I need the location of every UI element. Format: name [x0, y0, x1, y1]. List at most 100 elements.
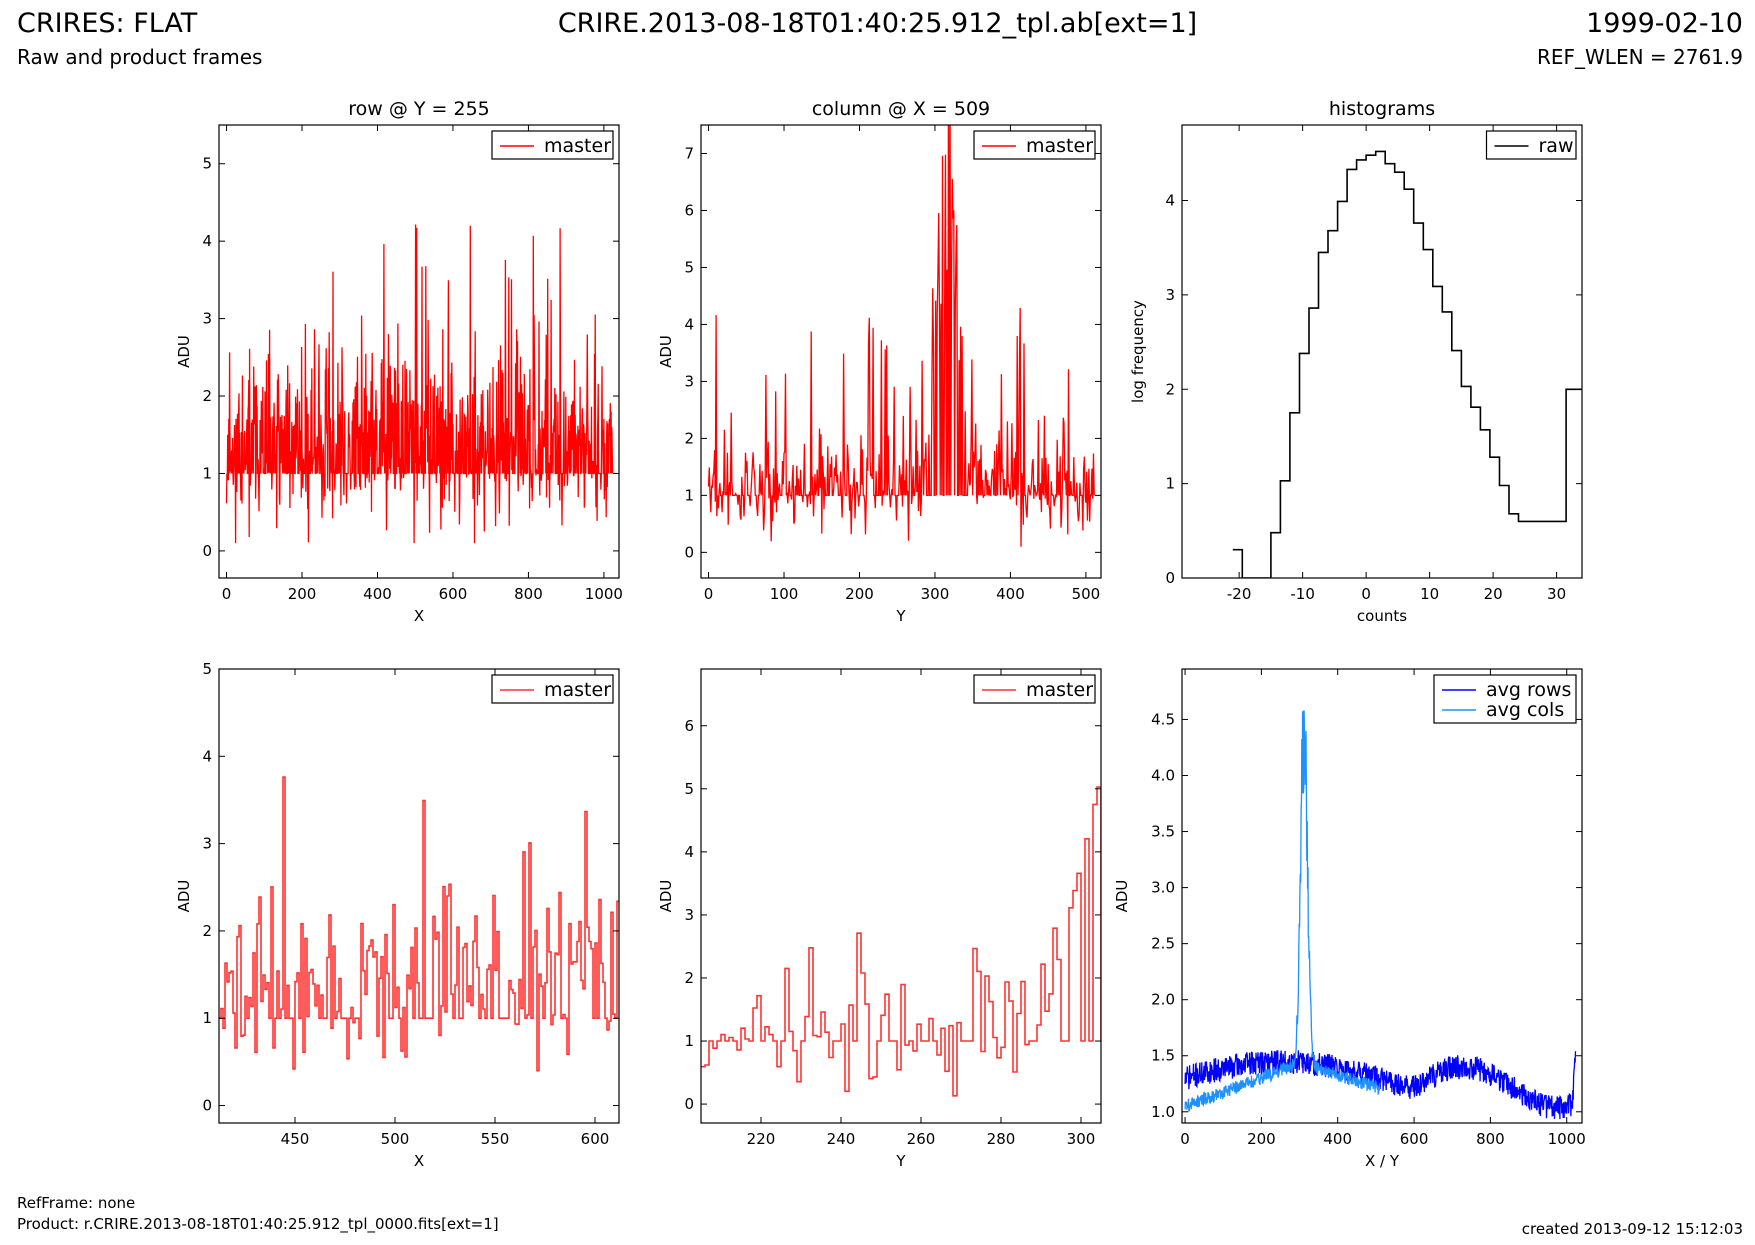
legend-label: avg rows: [1486, 679, 1571, 701]
x-tick-label: 30: [1547, 585, 1566, 603]
legend-label: raw: [1539, 135, 1574, 157]
y-tick-label: 4: [684, 315, 694, 333]
x-tick-label: 220: [747, 1130, 776, 1148]
y-axis-label: log frequency: [1129, 300, 1147, 403]
chart-column-zoom: 220 240 260 280 300 0 1 2 3 4 5 6 Y ADU master: [657, 668, 1102, 1170]
y-tick-label: 0: [202, 1097, 212, 1115]
legend-label: master: [1026, 679, 1093, 701]
ref-wlen-label: REF_WLEN = 2761.9: [1536, 45, 1743, 69]
y-axis-label: ADU: [1113, 880, 1131, 913]
x-tick-label: 400: [996, 585, 1025, 603]
chart-averages: 0 200 400 600 800 1000 1.0 1.5 2.0 2.5 3.0 3.5 4.0 4.…: [1113, 668, 1586, 1170]
y-tick-label: 2: [1165, 380, 1175, 398]
y-tick-label: 1: [202, 1009, 212, 1027]
plot-frame: [700, 124, 1102, 579]
series-line-avg-cols: [1184, 710, 1381, 1113]
y-tick-label: 4: [1165, 192, 1175, 210]
y-tick-label: 2: [684, 969, 694, 987]
legend-box: [1433, 674, 1577, 724]
x-tick-label: 0: [704, 585, 714, 603]
legend: master: [491, 130, 614, 160]
legend: master: [491, 674, 614, 704]
chart-title: column @ X = 509: [812, 98, 990, 120]
x-tick-label: 240: [827, 1130, 856, 1148]
legend-box: [973, 130, 1096, 160]
y-tick-label: 5: [202, 155, 212, 173]
legend: master: [973, 674, 1096, 704]
series-line-raw: [1232, 150, 1582, 578]
legend-label: avg cols: [1486, 699, 1564, 721]
chart-row-zoom: 450 500 550 600 0 1 2 3 4 5 X ADU master: [175, 660, 620, 1170]
x-tick-label: 550: [481, 1130, 510, 1148]
y-axis-label: ADU: [657, 335, 675, 368]
x-tick-label: 200: [1247, 1130, 1276, 1148]
y-tick-label: 4: [202, 747, 212, 765]
x-axis-label: X: [414, 607, 424, 625]
y-tick-label: 2.5: [1151, 935, 1175, 953]
x-tick-label: 0: [1361, 585, 1371, 603]
y-tick-label: 3: [202, 835, 212, 853]
y-axis-label: ADU: [657, 880, 675, 913]
x-tick-label: 260: [907, 1130, 936, 1148]
y-tick-label: 0: [684, 1095, 694, 1113]
plot-frame: [700, 668, 1102, 1124]
y-tick-label: 4: [202, 232, 212, 250]
y-tick-label: 1: [684, 1032, 694, 1050]
plot-frame: [218, 668, 620, 1124]
x-tick-label: 800: [1476, 1130, 1505, 1148]
page-subtitle: Raw and product frames: [17, 45, 263, 69]
y-tick-label: 3.5: [1151, 823, 1175, 841]
x-tick-label: 200: [845, 585, 874, 603]
y-tick-label: 3: [202, 310, 212, 328]
y-tick-label: 4.5: [1151, 710, 1175, 728]
x-tick-label: 1000: [585, 585, 623, 603]
y-tick-label: 4.0: [1151, 766, 1175, 784]
x-tick-label: 800: [514, 585, 543, 603]
y-tick-label: 5: [684, 780, 694, 798]
series-line-master: [219, 776, 619, 1072]
ref-frame-label: RefFrame: none: [17, 1194, 136, 1212]
chart-title: histograms: [1329, 98, 1435, 120]
y-axis-label: ADU: [175, 335, 193, 368]
series-line-avg-rows: [1184, 1050, 1577, 1120]
series-line-master: [225, 224, 614, 544]
y-tick-label: 3: [684, 906, 694, 924]
plot-frame: [218, 124, 620, 579]
chart-column: 0 100 200 300 400 500 0 1 2 3 4 5 6 7 column @ X = 509…: [657, 98, 1102, 625]
legend-label: master: [544, 679, 611, 701]
product-label: Product: r.CRIRE.2013-08-18T01:40:25.912…: [17, 1215, 499, 1233]
y-tick-label: 2.0: [1151, 991, 1175, 1009]
plot-frame: [1181, 668, 1583, 1124]
x-tick-label: -20: [1227, 585, 1252, 603]
x-tick-label: 600: [581, 1130, 610, 1148]
y-tick-label: 2: [684, 429, 694, 447]
y-tick-label: 1: [684, 486, 694, 504]
x-tick-label: 600: [1400, 1130, 1429, 1148]
x-tick-label: 500: [1072, 585, 1101, 603]
x-tick-label: 10: [1420, 585, 1439, 603]
legend-label: master: [1026, 135, 1093, 157]
y-tick-label: 0: [202, 542, 212, 560]
x-tick-label: 100: [770, 585, 799, 603]
y-tick-label: 2: [202, 922, 212, 940]
date-label: 1999-02-10: [1586, 8, 1743, 39]
x-tick-label: 400: [363, 585, 392, 603]
x-tick-label: 300: [921, 585, 950, 603]
series-line-master: [707, 125, 1095, 547]
x-tick-label: 500: [381, 1130, 410, 1148]
legend: raw: [1485, 130, 1577, 160]
plot-frame: [1181, 124, 1583, 579]
y-tick-label: 5: [202, 660, 212, 678]
x-tick-label: 20: [1484, 585, 1503, 603]
legend-label: master: [544, 135, 611, 157]
chart-histograms: -20 -10 0 10 20 30 0 1 2 3 4 histograms counts log fr…: [1129, 98, 1583, 625]
x-tick-label: 300: [1067, 1130, 1096, 1148]
y-tick-label: 4: [684, 843, 694, 861]
y-tick-label: 2: [202, 387, 212, 405]
legend-box: [491, 674, 614, 704]
x-tick-label: 280: [987, 1130, 1016, 1148]
y-tick-label: 1.5: [1151, 1047, 1175, 1065]
frame-name: CRIRE.2013-08-18T01:40:25.912_tpl.ab[ext…: [557, 8, 1198, 39]
y-tick-label: 1: [1165, 475, 1175, 493]
y-tick-label: 0: [1165, 569, 1175, 587]
